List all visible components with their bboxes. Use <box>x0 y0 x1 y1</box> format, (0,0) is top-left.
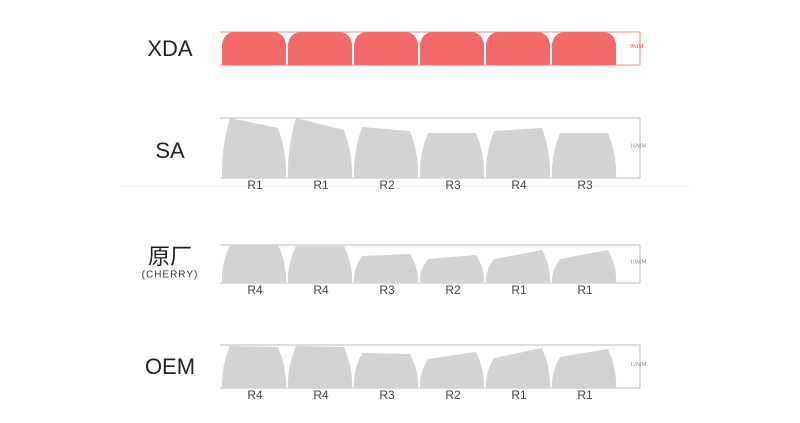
keycap <box>221 245 287 283</box>
profile-name: OEM <box>145 354 195 379</box>
keycap <box>353 127 419 178</box>
row-label: R3 <box>379 283 395 297</box>
height-label: 10MM <box>630 259 647 265</box>
height-label: 12MM <box>630 362 647 368</box>
profile-name: 原厂 <box>148 244 192 269</box>
keycap <box>287 246 353 283</box>
row-label: R4 <box>247 388 263 402</box>
keycap <box>222 32 286 65</box>
keycap <box>419 133 485 178</box>
keycap <box>485 250 551 283</box>
keycap <box>221 118 287 178</box>
keycap <box>354 32 418 65</box>
row-label: R2 <box>379 178 395 192</box>
profile-name: SA <box>155 138 185 163</box>
keycap <box>552 32 616 65</box>
row-label: R2 <box>445 283 461 297</box>
keycap <box>420 32 484 65</box>
keycap <box>288 32 352 65</box>
row-label: R3 <box>577 178 593 192</box>
row-label: R4 <box>247 283 263 297</box>
keycap <box>287 118 353 178</box>
row-label: R1 <box>577 283 593 297</box>
height-label: 16MM <box>630 143 647 149</box>
keycap <box>419 352 485 388</box>
row-label: R2 <box>445 388 461 402</box>
keycap <box>287 346 353 388</box>
row-label: R1 <box>511 283 527 297</box>
keycap <box>485 348 551 388</box>
keycap <box>353 353 419 388</box>
profile-name: XDA <box>147 36 193 61</box>
keycap <box>485 128 551 178</box>
keycap <box>353 254 419 283</box>
row-label: R3 <box>379 388 395 402</box>
row-label: R4 <box>511 178 527 192</box>
row-label: R1 <box>511 388 527 402</box>
height-label: 9MM <box>630 44 644 50</box>
row-label: R3 <box>445 178 461 192</box>
keycap <box>551 133 617 178</box>
keycap <box>486 32 550 65</box>
row-label: R4 <box>313 388 329 402</box>
keycap <box>551 250 617 283</box>
profile-subname: (CHERRY) <box>142 270 199 281</box>
keycap <box>419 255 485 283</box>
row-label: R1 <box>577 388 593 402</box>
row-label: R1 <box>313 178 329 192</box>
keycap <box>221 346 287 388</box>
row-label: R4 <box>313 283 329 297</box>
keycap <box>551 349 617 388</box>
row-label: R1 <box>247 178 263 192</box>
